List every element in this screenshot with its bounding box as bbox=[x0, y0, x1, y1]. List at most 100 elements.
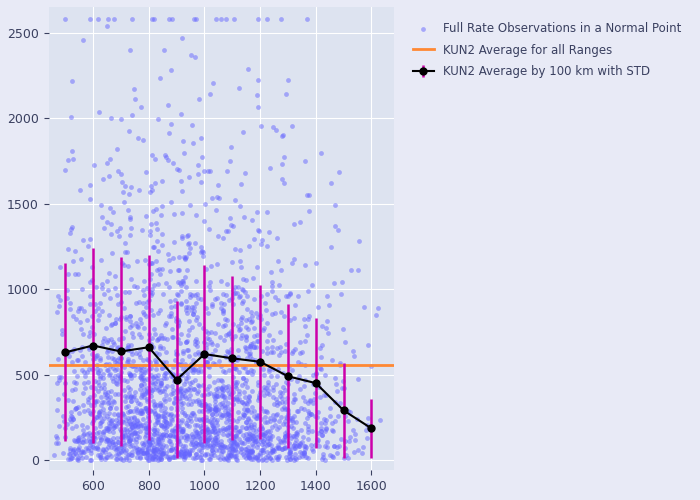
Full Rate Observations in a Normal Point bbox=[256, 236, 267, 244]
Full Rate Observations in a Normal Point bbox=[215, 384, 226, 392]
Full Rate Observations in a Normal Point bbox=[86, 438, 97, 446]
Full Rate Observations in a Normal Point bbox=[262, 378, 273, 386]
Full Rate Observations in a Normal Point bbox=[196, 440, 207, 448]
Full Rate Observations in a Normal Point bbox=[260, 453, 272, 461]
Full Rate Observations in a Normal Point bbox=[241, 406, 253, 414]
Full Rate Observations in a Normal Point bbox=[166, 333, 177, 341]
Full Rate Observations in a Normal Point bbox=[311, 378, 322, 386]
Full Rate Observations in a Normal Point bbox=[202, 436, 213, 444]
Full Rate Observations in a Normal Point bbox=[260, 384, 272, 392]
Full Rate Observations in a Normal Point bbox=[125, 436, 136, 444]
Full Rate Observations in a Normal Point bbox=[67, 256, 78, 264]
Full Rate Observations in a Normal Point bbox=[345, 266, 356, 274]
Full Rate Observations in a Normal Point bbox=[244, 396, 255, 404]
Full Rate Observations in a Normal Point bbox=[161, 382, 172, 390]
Full Rate Observations in a Normal Point bbox=[211, 392, 223, 400]
Full Rate Observations in a Normal Point bbox=[192, 396, 203, 404]
Full Rate Observations in a Normal Point bbox=[98, 370, 109, 378]
Full Rate Observations in a Normal Point bbox=[229, 438, 240, 446]
Full Rate Observations in a Normal Point bbox=[145, 452, 156, 460]
Full Rate Observations in a Normal Point bbox=[150, 256, 162, 264]
Full Rate Observations in a Normal Point bbox=[194, 350, 205, 358]
Full Rate Observations in a Normal Point bbox=[51, 434, 62, 442]
Full Rate Observations in a Normal Point bbox=[76, 326, 87, 334]
Full Rate Observations in a Normal Point bbox=[195, 452, 206, 460]
Full Rate Observations in a Normal Point bbox=[167, 334, 178, 342]
Full Rate Observations in a Normal Point bbox=[169, 451, 181, 459]
Full Rate Observations in a Normal Point bbox=[200, 327, 211, 335]
Full Rate Observations in a Normal Point bbox=[110, 319, 121, 327]
Full Rate Observations in a Normal Point bbox=[293, 358, 304, 366]
Full Rate Observations in a Normal Point bbox=[102, 412, 113, 420]
Full Rate Observations in a Normal Point bbox=[135, 372, 146, 380]
Full Rate Observations in a Normal Point bbox=[281, 430, 293, 438]
Full Rate Observations in a Normal Point bbox=[298, 393, 309, 401]
Full Rate Observations in a Normal Point bbox=[95, 256, 106, 264]
Full Rate Observations in a Normal Point bbox=[273, 352, 284, 360]
Full Rate Observations in a Normal Point bbox=[91, 444, 102, 452]
Full Rate Observations in a Normal Point bbox=[142, 424, 153, 432]
Full Rate Observations in a Normal Point bbox=[98, 337, 109, 345]
Full Rate Observations in a Normal Point bbox=[242, 66, 253, 74]
Full Rate Observations in a Normal Point bbox=[129, 388, 140, 396]
Full Rate Observations in a Normal Point bbox=[87, 350, 98, 358]
Full Rate Observations in a Normal Point bbox=[228, 434, 239, 442]
Full Rate Observations in a Normal Point bbox=[181, 346, 193, 354]
Full Rate Observations in a Normal Point bbox=[94, 422, 106, 430]
Full Rate Observations in a Normal Point bbox=[156, 456, 167, 464]
Full Rate Observations in a Normal Point bbox=[195, 452, 206, 460]
Full Rate Observations in a Normal Point bbox=[204, 418, 215, 426]
Full Rate Observations in a Normal Point bbox=[96, 435, 107, 443]
Full Rate Observations in a Normal Point bbox=[167, 386, 178, 394]
Full Rate Observations in a Normal Point bbox=[105, 404, 116, 411]
Full Rate Observations in a Normal Point bbox=[286, 376, 297, 384]
Full Rate Observations in a Normal Point bbox=[358, 442, 369, 450]
Full Rate Observations in a Normal Point bbox=[95, 453, 106, 461]
Full Rate Observations in a Normal Point bbox=[245, 352, 256, 360]
Full Rate Observations in a Normal Point bbox=[240, 376, 251, 384]
Full Rate Observations in a Normal Point bbox=[209, 405, 220, 413]
Full Rate Observations in a Normal Point bbox=[282, 409, 293, 417]
Full Rate Observations in a Normal Point bbox=[217, 307, 228, 315]
Full Rate Observations in a Normal Point bbox=[186, 291, 197, 299]
Full Rate Observations in a Normal Point bbox=[132, 448, 144, 456]
Full Rate Observations in a Normal Point bbox=[176, 300, 187, 308]
Full Rate Observations in a Normal Point bbox=[171, 422, 182, 430]
Full Rate Observations in a Normal Point bbox=[153, 266, 164, 274]
Full Rate Observations in a Normal Point bbox=[198, 417, 209, 425]
Full Rate Observations in a Normal Point bbox=[166, 446, 177, 454]
Full Rate Observations in a Normal Point bbox=[344, 438, 355, 446]
Full Rate Observations in a Normal Point bbox=[65, 454, 76, 462]
Full Rate Observations in a Normal Point bbox=[232, 441, 243, 449]
Full Rate Observations in a Normal Point bbox=[298, 406, 309, 413]
Full Rate Observations in a Normal Point bbox=[90, 424, 101, 432]
Full Rate Observations in a Normal Point bbox=[246, 366, 257, 374]
Full Rate Observations in a Normal Point bbox=[181, 447, 192, 455]
Full Rate Observations in a Normal Point bbox=[265, 440, 276, 448]
Full Rate Observations in a Normal Point bbox=[295, 404, 307, 412]
Full Rate Observations in a Normal Point bbox=[257, 431, 268, 439]
Full Rate Observations in a Normal Point bbox=[207, 422, 218, 430]
Full Rate Observations in a Normal Point bbox=[141, 212, 152, 220]
Full Rate Observations in a Normal Point bbox=[212, 392, 223, 400]
Full Rate Observations in a Normal Point bbox=[176, 330, 187, 338]
Full Rate Observations in a Normal Point bbox=[225, 444, 237, 452]
Full Rate Observations in a Normal Point bbox=[202, 416, 213, 424]
Full Rate Observations in a Normal Point bbox=[164, 438, 175, 446]
Full Rate Observations in a Normal Point bbox=[248, 436, 259, 444]
Full Rate Observations in a Normal Point bbox=[333, 442, 344, 450]
Full Rate Observations in a Normal Point bbox=[123, 355, 134, 363]
Full Rate Observations in a Normal Point bbox=[190, 426, 201, 434]
Full Rate Observations in a Normal Point bbox=[274, 343, 286, 351]
Full Rate Observations in a Normal Point bbox=[146, 386, 158, 394]
Full Rate Observations in a Normal Point bbox=[125, 46, 136, 54]
Full Rate Observations in a Normal Point bbox=[266, 282, 277, 290]
Full Rate Observations in a Normal Point bbox=[181, 436, 192, 444]
Full Rate Observations in a Normal Point bbox=[122, 432, 134, 440]
Full Rate Observations in a Normal Point bbox=[188, 384, 199, 392]
Full Rate Observations in a Normal Point bbox=[299, 442, 310, 450]
Full Rate Observations in a Normal Point bbox=[241, 304, 253, 312]
Full Rate Observations in a Normal Point bbox=[149, 448, 160, 456]
Full Rate Observations in a Normal Point bbox=[322, 328, 333, 336]
Full Rate Observations in a Normal Point bbox=[258, 446, 269, 454]
